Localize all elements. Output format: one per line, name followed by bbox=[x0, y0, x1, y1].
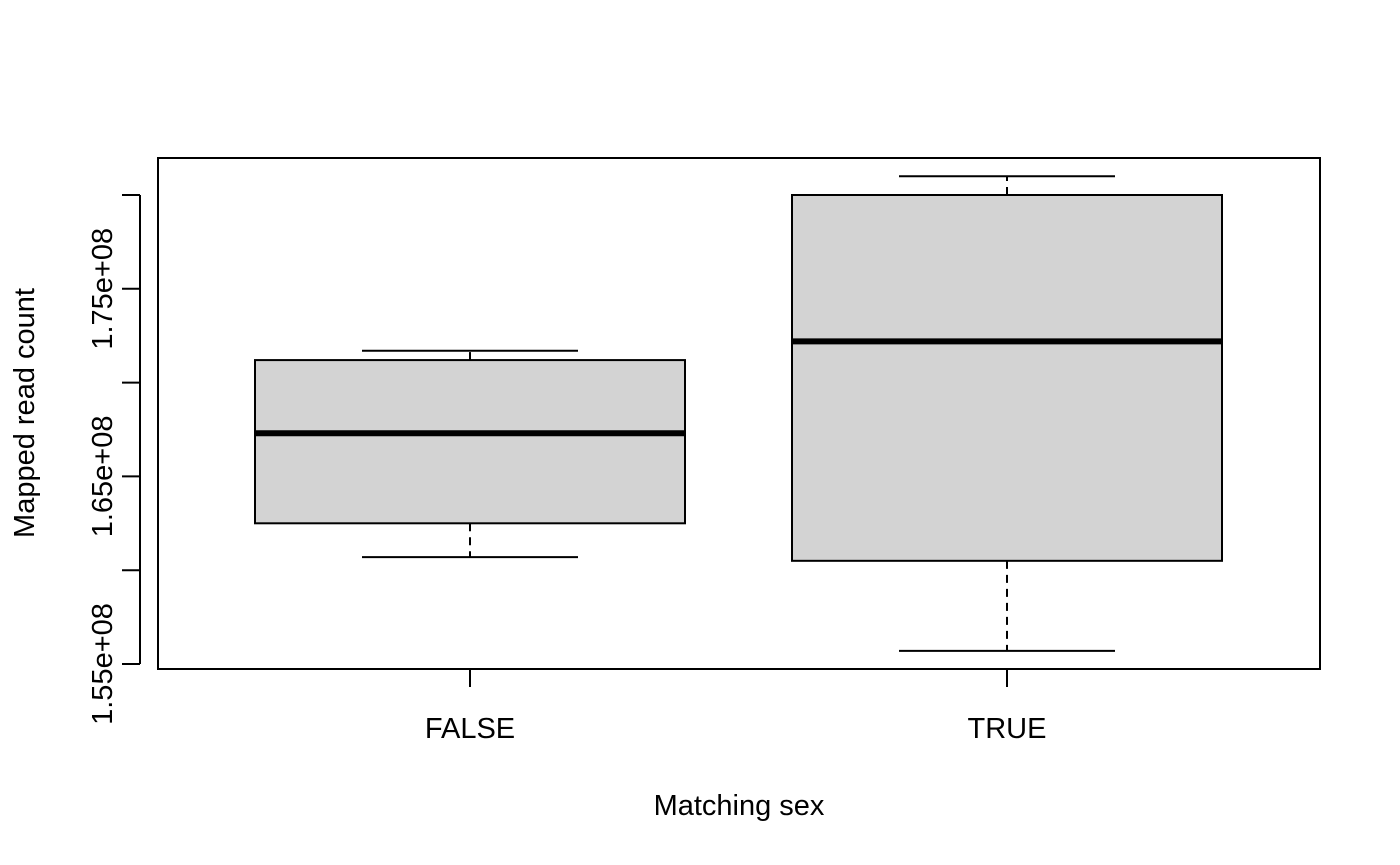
plot-frame bbox=[157, 157, 1321, 670]
y-axis: 1.55e+08 1.65e+08 1.75e+08 bbox=[87, 194, 141, 725]
x-tick-label: FALSE bbox=[425, 713, 515, 745]
x-axis: FALSE TRUE bbox=[425, 669, 1047, 745]
interquartile-box bbox=[254, 359, 686, 525]
x-tick-label: TRUE bbox=[968, 713, 1047, 745]
x-axis-label: Matching sex bbox=[654, 790, 825, 822]
interquartile-box bbox=[791, 194, 1223, 562]
y-tick-label: 1.55e+08 bbox=[87, 603, 119, 725]
y-tick-label: 1.65e+08 bbox=[87, 416, 119, 538]
y-tick-label: 1.75e+08 bbox=[87, 228, 119, 350]
box-false bbox=[254, 349, 686, 559]
y-axis-label: Mapped read count bbox=[9, 288, 41, 538]
box-series bbox=[254, 175, 1223, 652]
box-true bbox=[791, 175, 1223, 652]
